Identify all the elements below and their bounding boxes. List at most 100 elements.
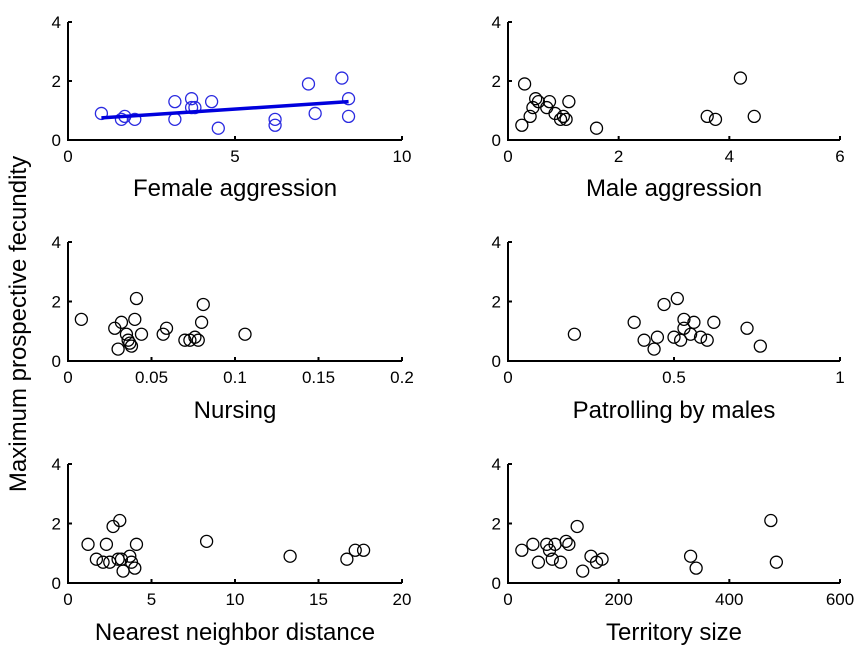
data-point — [123, 336, 137, 350]
x-tick-label: 0 — [503, 368, 512, 387]
data-point — [111, 342, 125, 356]
data-point — [570, 519, 584, 534]
data-point — [562, 95, 576, 109]
data-point — [753, 339, 767, 353]
data-point — [647, 342, 661, 356]
y-tick-label: 4 — [52, 233, 61, 252]
y-tick-label: 2 — [492, 72, 501, 91]
data-point — [553, 112, 568, 126]
data-point — [129, 291, 144, 306]
y-tick-label: 0 — [52, 131, 61, 150]
data-point — [96, 555, 110, 569]
data-point — [283, 549, 297, 563]
data-point — [184, 92, 199, 106]
data-point — [700, 109, 714, 124]
x-tick-label: 0 — [503, 147, 512, 166]
y-tick-label: 2 — [492, 515, 501, 534]
x-tick-label: 2 — [614, 147, 623, 166]
data-point — [595, 552, 609, 566]
data-point — [542, 95, 557, 109]
data-point — [517, 77, 532, 91]
data-point — [168, 95, 182, 109]
y-tick-label: 0 — [492, 131, 501, 150]
data-point — [129, 537, 144, 551]
x-tick-label: 200 — [604, 590, 632, 609]
data-point — [523, 109, 537, 124]
data-point — [677, 312, 691, 327]
data-point — [238, 327, 252, 341]
data-point — [348, 543, 362, 557]
shared-y-axis-label: Maximum prospective fecundity — [5, 156, 32, 492]
data-point — [683, 549, 698, 563]
data-point — [567, 327, 582, 341]
data-point — [529, 92, 543, 106]
data-point — [700, 333, 714, 347]
data-point — [540, 537, 554, 551]
data-point — [545, 552, 559, 566]
axes-frame — [67, 22, 402, 141]
y-tick-label: 4 — [52, 13, 61, 32]
data-point — [515, 118, 529, 132]
x-tick-label: 0 — [63, 368, 72, 387]
data-point — [74, 312, 89, 327]
x-tick-label: 0.15 — [302, 368, 335, 387]
data-point — [301, 77, 316, 91]
panel-6: 0 200 400 600 0 2 4 Territory size — [492, 455, 855, 646]
data-point — [113, 513, 127, 528]
y-tick-label: 2 — [52, 515, 61, 534]
data-point — [128, 112, 142, 126]
x-tick-label: 0.1 — [223, 368, 247, 387]
data-point — [531, 555, 546, 569]
y-tick-label: 4 — [52, 455, 61, 474]
data-point — [356, 543, 371, 557]
data-point — [627, 315, 641, 329]
x-axis-label: Territory size — [606, 619, 742, 646]
x-tick-label: 400 — [715, 590, 743, 609]
data-point — [553, 555, 568, 569]
x-tick-label: 4 — [725, 147, 734, 166]
data-point — [188, 330, 202, 344]
x-axis-label: Female aggression — [133, 175, 337, 202]
trend-line — [101, 99, 349, 120]
data-point — [191, 333, 205, 347]
data-point — [103, 555, 117, 569]
data-point — [559, 112, 573, 126]
x-tick-label: 0.2 — [390, 368, 414, 387]
x-axis-label: Nursing — [194, 397, 277, 424]
panel-4: 0 0.5 1 0 2 4 Patrolling by males — [492, 233, 845, 424]
data-point — [168, 112, 182, 126]
data-point — [114, 112, 129, 126]
data-point — [194, 315, 209, 329]
x-axis-label: Patrolling by males — [573, 397, 776, 424]
data-point — [94, 106, 109, 121]
data-point — [308, 106, 322, 121]
data-point — [335, 71, 349, 85]
data-point — [159, 321, 174, 335]
data-point — [689, 561, 703, 575]
data-point — [683, 327, 698, 341]
data-point — [128, 561, 142, 575]
data-point — [114, 315, 129, 329]
data-point — [188, 100, 202, 115]
data-point — [589, 121, 604, 135]
x-tick-label: 10 — [393, 147, 412, 166]
data-point — [119, 327, 134, 341]
data-point — [341, 109, 356, 124]
data-point — [747, 109, 761, 124]
y-tick-label: 2 — [52, 293, 61, 312]
x-tick-label: 0 — [503, 590, 512, 609]
x-tick-label: 15 — [309, 590, 328, 609]
x-tick-label: 0 — [63, 147, 72, 166]
x-tick-label: 1 — [835, 368, 844, 387]
data-point — [515, 543, 529, 557]
data-point — [740, 321, 754, 335]
data-point — [134, 327, 149, 341]
y-tick-label: 2 — [52, 72, 61, 91]
data-point — [526, 537, 540, 551]
data-point — [670, 291, 684, 306]
data-point — [124, 339, 139, 353]
x-tick-label: 0.5 — [662, 368, 686, 387]
data-point — [204, 95, 219, 109]
